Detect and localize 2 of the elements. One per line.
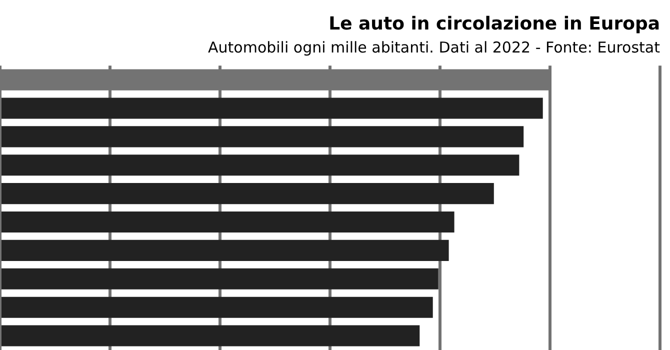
chart-title: Le auto in circolazione in Europa	[328, 13, 660, 34]
chart-subtitle: Automobili ogni mille abitanti. Dati al 2022 - Fonte: Eurostat	[208, 38, 660, 56]
